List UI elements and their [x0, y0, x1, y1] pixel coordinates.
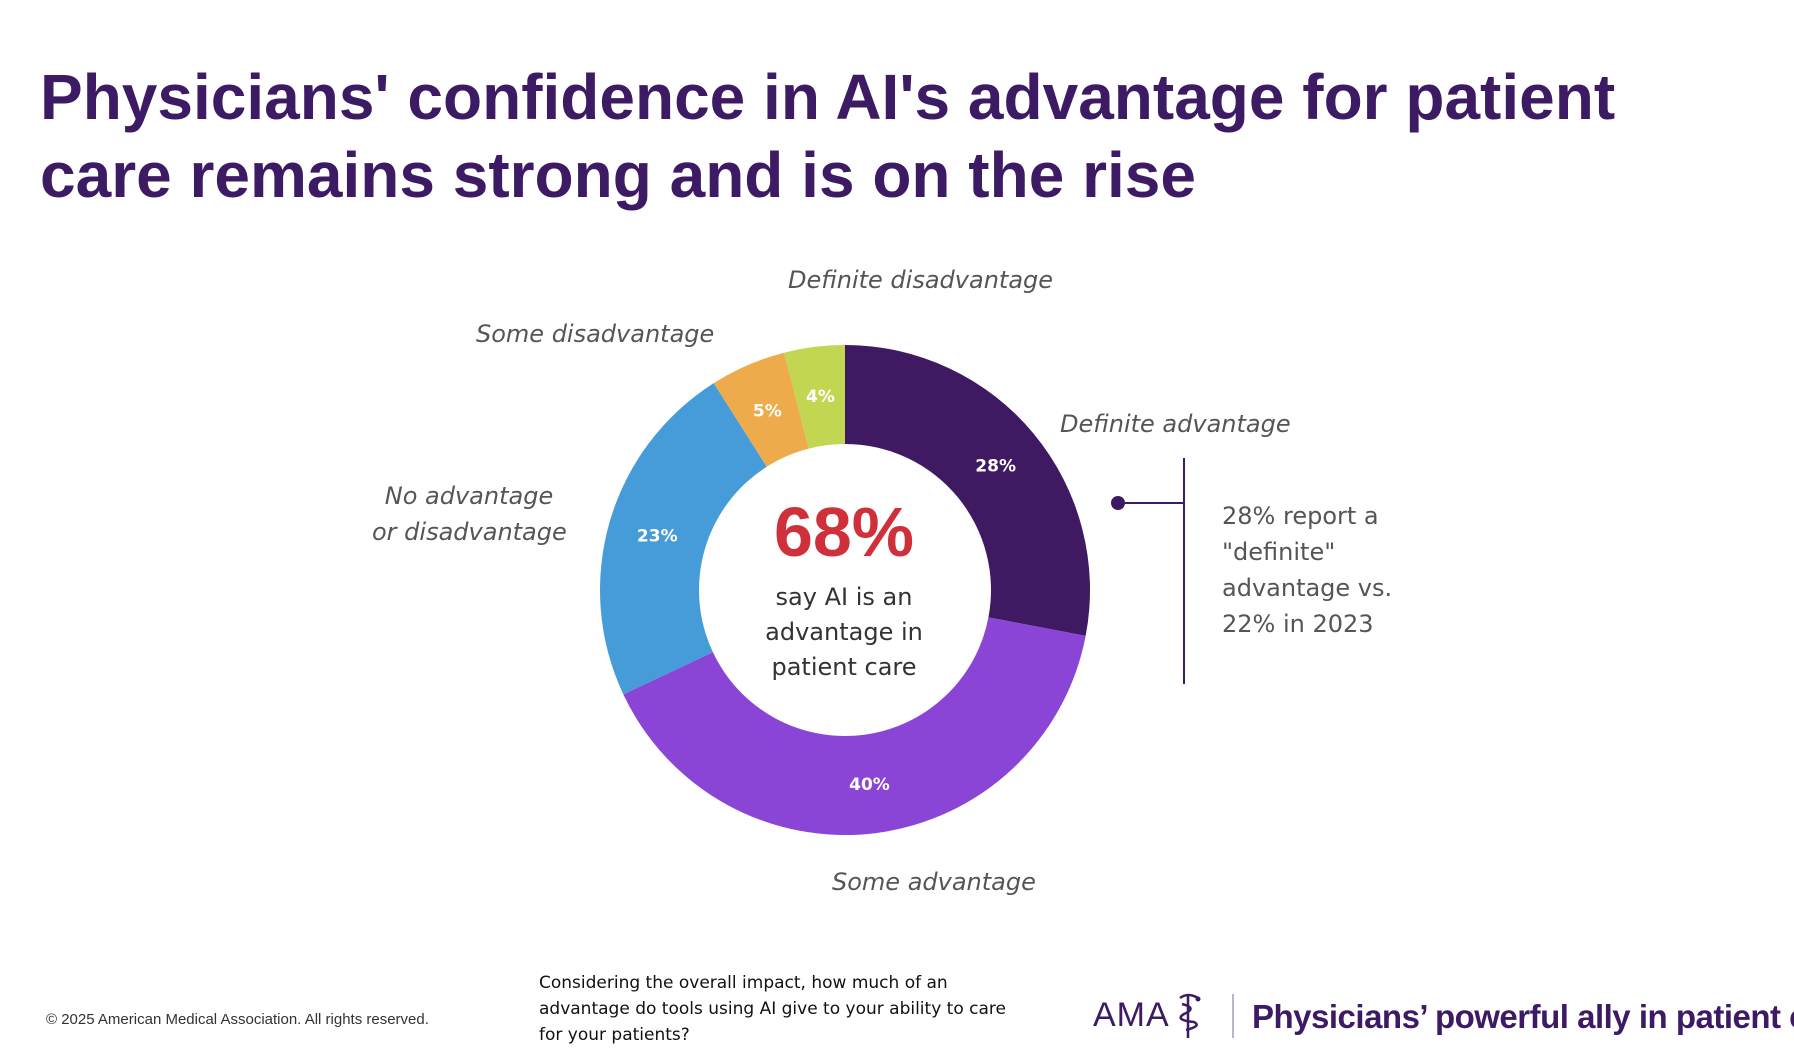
page-title: Physicians' confidence in AI's advantage… — [40, 58, 1740, 214]
tagline: Physicians’ powerful ally in patient car… — [1252, 998, 1794, 1035]
donut-data-label-5: 4% — [806, 387, 835, 407]
copyright-notice: © 2025 American Medical Association. All… — [46, 1011, 429, 1028]
callout-text: 28% report a "definite" advantage vs. 22… — [1222, 498, 1462, 642]
survey-question: Considering the overall impact, how much… — [539, 970, 1039, 1048]
callout-line-1: 28% report a — [1222, 502, 1379, 530]
label-some-disadvantage: Some disadvantage — [476, 320, 715, 348]
callout-connector — [1120, 502, 1185, 504]
question-line-2: advantage do tools using AI give to your… — [539, 999, 1006, 1019]
center-caption-line-1: say AI is an — [775, 583, 913, 611]
label-no-advantage-line-1: No advantage — [384, 482, 554, 510]
center-caption-line-2: advantage in — [765, 618, 923, 646]
ama-logo: AMA — [1093, 990, 1212, 1040]
ama-logo-text: AMA — [1093, 995, 1170, 1034]
donut-slices — [599, 345, 1090, 835]
logo-divider — [1232, 994, 1234, 1038]
donut-slice-4 — [713, 352, 809, 467]
donut-data-label-2: 40% — [849, 775, 890, 795]
donut-data-label-1: 28% — [975, 456, 1016, 476]
title-line-1: Physicians' confidence in AI's advantage… — [40, 61, 1616, 133]
center-caption-line-3: patient care — [771, 653, 917, 681]
donut-slice-2 — [623, 617, 1086, 835]
label-definite-disadvantage: Definite disadvantage — [788, 266, 1054, 294]
callout-divider — [1183, 458, 1185, 684]
question-line-1: Considering the overall impact, how much… — [539, 973, 948, 993]
caduceus-icon — [1178, 993, 1201, 1038]
callout-line-3: advantage vs. — [1222, 574, 1393, 602]
question-line-3: for your patients? — [539, 1025, 690, 1045]
callout-line-4: 22% in 2023 — [1222, 610, 1374, 638]
donut-slice-5 — [784, 345, 845, 449]
donut-data-label-3: 23% — [637, 526, 678, 546]
label-some-advantage: Some advantage — [832, 868, 1036, 896]
callout-dot — [1111, 496, 1125, 510]
label-no-advantage-line-2: or disadvantage — [372, 518, 567, 546]
donut-data-labels: 28% 40% 23% 5% 4% — [637, 387, 1016, 795]
donut-data-label-4: 5% — [753, 402, 782, 422]
center-percent: 68% — [773, 493, 915, 571]
label-definite-advantage: Definite advantage — [1060, 410, 1291, 438]
callout-line-2: "definite" — [1222, 538, 1336, 566]
title-line-2: care remains strong and is on the rise — [40, 139, 1196, 211]
donut-slice-1 — [845, 345, 1090, 636]
label-no-advantage: No advantage or disadvantage — [372, 478, 567, 550]
donut-slice-3 — [599, 383, 767, 695]
center-caption: say AI is an advantage in patient care — [744, 580, 944, 685]
